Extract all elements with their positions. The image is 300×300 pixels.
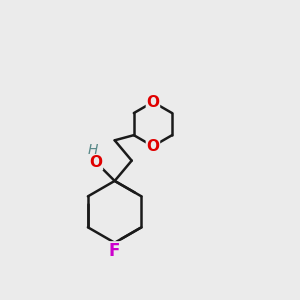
Text: O: O xyxy=(146,94,159,110)
Text: O: O xyxy=(146,139,159,154)
Text: F: F xyxy=(109,242,120,260)
Text: O: O xyxy=(89,155,102,170)
Text: H: H xyxy=(87,143,98,157)
